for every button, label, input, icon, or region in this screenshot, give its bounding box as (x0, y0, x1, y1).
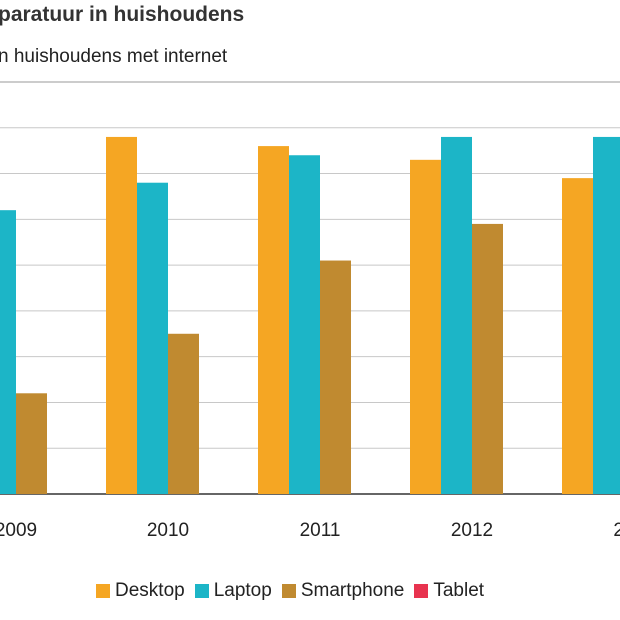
bar-chart: 2009 2010 2011 2012 20 (0, 81, 620, 541)
x-tick-label: 2011 (300, 520, 341, 541)
legend-swatch (194, 584, 209, 598)
bar-laptop-2010 (137, 182, 168, 494)
bar-smartphone-2010 (168, 333, 199, 494)
legend-label: Smartphone (300, 580, 405, 601)
legend-label: Desktop (115, 580, 185, 601)
bar-smartphone-2011 (320, 260, 351, 494)
x-tick-label: 2012 (451, 520, 493, 541)
bar-desktop-20 (562, 178, 593, 494)
bar-desktop-2012 (410, 159, 441, 495)
bar-laptop-2011 (289, 155, 320, 494)
legend-swatch (414, 584, 429, 598)
bar-smartphone-2009 (16, 393, 47, 494)
legend-label: Tablet (433, 580, 485, 601)
x-tick-label: 2009 (0, 520, 37, 541)
x-tick-label: 20 (613, 520, 620, 541)
x-tick-label: 2010 (147, 520, 189, 541)
legend: Desktop Laptop Smartphone Tablet (96, 580, 494, 602)
legend-item-desktop: Desktop (96, 580, 185, 602)
bar-smartphone-2012 (472, 223, 503, 494)
x-tick-labels: 2009 2010 2011 2012 20 (0, 520, 620, 541)
legend-item-laptop: Laptop (194, 580, 272, 602)
bar-laptop-2009 (0, 210, 16, 494)
bars (0, 136, 620, 495)
legend-swatch (281, 584, 296, 598)
bar-desktop-2011 (258, 146, 289, 495)
legend-item-smartphone: Smartphone (281, 580, 405, 602)
bar-desktop-2010 (106, 136, 137, 494)
legend-label: Laptop (213, 580, 272, 601)
chart-title: paratuur in huishoudens (0, 3, 245, 26)
legend-swatch (96, 584, 110, 598)
chart-subtitle: n huishoudens met internet (0, 46, 228, 67)
legend-item-tablet: Tablet (414, 580, 484, 602)
bar-laptop-2012 (441, 136, 472, 494)
bar-laptop-20 (593, 136, 620, 494)
